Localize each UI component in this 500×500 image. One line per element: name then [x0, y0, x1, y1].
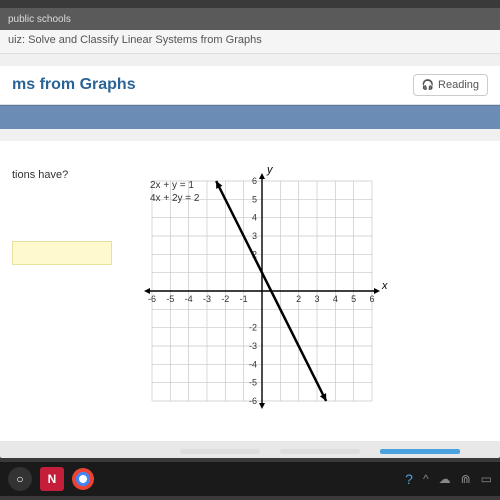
content-area: ms from Graphs Reading tions have?	[0, 54, 500, 441]
svg-text:-2: -2	[221, 294, 229, 304]
progress-bars	[180, 449, 460, 454]
reading-label: Reading	[438, 79, 479, 91]
equations-label: 2x + y = 1 4x + 2y = 2	[150, 179, 199, 205]
graph-container: -6-5-4-3-2-12345623456-2-3-4-5-6 y x 2x …	[132, 161, 392, 421]
svg-text:2: 2	[296, 294, 301, 304]
svg-text:5: 5	[351, 294, 356, 304]
svg-text:-5: -5	[166, 294, 174, 304]
svg-text:6: 6	[369, 294, 374, 304]
equation-1: 2x + y = 1	[150, 179, 199, 192]
svg-text:4: 4	[333, 294, 338, 304]
browser-tab-bar: public schools	[0, 8, 500, 30]
svg-text:-5: -5	[249, 378, 257, 388]
taskbar: ○ N ? ^ ☁ ⋒ ▭	[0, 462, 500, 496]
svg-text:3: 3	[314, 294, 319, 304]
taskbar-left: ○ N	[8, 467, 94, 491]
reading-button[interactable]: Reading	[413, 74, 488, 96]
equation-2: 4x + 2y = 2	[150, 192, 199, 205]
progress-bar-2	[280, 449, 360, 454]
screen: public schools uiz: Solve and Classify L…	[0, 8, 500, 458]
svg-text:y: y	[266, 164, 274, 176]
progress-bar-3	[380, 449, 460, 454]
tray-caret-icon[interactable]: ^	[423, 472, 429, 486]
question-left: tions have?	[12, 161, 112, 421]
svg-text:-6: -6	[249, 396, 257, 406]
netflix-icon[interactable]: N	[40, 467, 64, 491]
chrome-icon[interactable]	[72, 468, 94, 490]
quiz-header: uiz: Solve and Classify Linear Systems f…	[0, 30, 500, 54]
svg-text:-6: -6	[148, 294, 156, 304]
svg-text:6: 6	[252, 176, 257, 186]
svg-text:-1: -1	[240, 294, 248, 304]
tab-title: public schools	[8, 14, 71, 25]
headphones-icon	[422, 79, 434, 91]
wifi-icon[interactable]: ⋒	[461, 472, 471, 486]
search-icon[interactable]: ○	[8, 467, 32, 491]
quiz-header-text: uiz: Solve and Classify Linear Systems f…	[8, 34, 262, 46]
battery-icon[interactable]: ▭	[481, 472, 492, 486]
page-title: ms from Graphs	[12, 76, 136, 94]
question-area: tions have? -6-5-4-3-2-12345623456-2-3-4…	[0, 141, 500, 441]
help-icon[interactable]: ?	[405, 471, 413, 487]
svg-text:-4: -4	[249, 359, 257, 369]
svg-text:3: 3	[252, 231, 257, 241]
page-header: ms from Graphs Reading	[0, 66, 500, 105]
svg-text:-3: -3	[203, 294, 211, 304]
svg-text:x: x	[381, 280, 388, 292]
svg-text:5: 5	[252, 194, 257, 204]
cloud-icon[interactable]: ☁	[439, 472, 451, 486]
svg-text:-3: -3	[249, 341, 257, 351]
section-bar	[0, 105, 500, 129]
svg-text:-2: -2	[249, 323, 257, 333]
svg-text:4: 4	[252, 213, 257, 223]
taskbar-right: ? ^ ☁ ⋒ ▭	[405, 471, 492, 487]
svg-text:-4: -4	[185, 294, 193, 304]
progress-bar-1	[180, 449, 260, 454]
answer-input[interactable]	[12, 241, 112, 265]
question-text: tions have?	[12, 161, 112, 181]
